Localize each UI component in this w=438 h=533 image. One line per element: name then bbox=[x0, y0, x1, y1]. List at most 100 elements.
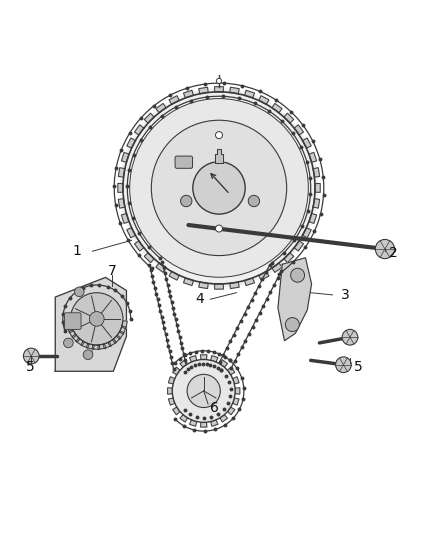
Polygon shape bbox=[313, 168, 320, 177]
Text: 7: 7 bbox=[108, 264, 117, 278]
Polygon shape bbox=[103, 342, 111, 349]
Polygon shape bbox=[121, 152, 129, 162]
Polygon shape bbox=[211, 420, 218, 426]
Polygon shape bbox=[278, 258, 311, 341]
Polygon shape bbox=[168, 377, 175, 384]
Polygon shape bbox=[72, 334, 80, 342]
Circle shape bbox=[375, 239, 395, 259]
Polygon shape bbox=[92, 345, 100, 349]
Polygon shape bbox=[201, 422, 207, 427]
Polygon shape bbox=[309, 152, 317, 162]
Polygon shape bbox=[199, 87, 208, 94]
Polygon shape bbox=[284, 253, 294, 263]
Polygon shape bbox=[180, 415, 187, 422]
Polygon shape bbox=[215, 87, 223, 92]
Polygon shape bbox=[134, 241, 144, 251]
Polygon shape bbox=[272, 263, 282, 272]
Circle shape bbox=[286, 318, 299, 332]
Text: 3: 3 bbox=[341, 288, 350, 302]
FancyBboxPatch shape bbox=[64, 313, 81, 329]
Polygon shape bbox=[190, 356, 197, 362]
Polygon shape bbox=[230, 282, 239, 288]
Polygon shape bbox=[173, 367, 180, 375]
Polygon shape bbox=[118, 168, 125, 177]
Polygon shape bbox=[294, 125, 304, 135]
Polygon shape bbox=[98, 344, 106, 350]
Polygon shape bbox=[303, 228, 311, 238]
Text: 4: 4 bbox=[195, 292, 204, 306]
Polygon shape bbox=[134, 125, 144, 135]
Polygon shape bbox=[121, 214, 129, 223]
Polygon shape bbox=[220, 360, 227, 367]
Circle shape bbox=[172, 359, 235, 422]
Polygon shape bbox=[313, 199, 320, 208]
Polygon shape bbox=[230, 87, 239, 94]
Polygon shape bbox=[169, 96, 179, 104]
Circle shape bbox=[64, 338, 73, 348]
Polygon shape bbox=[303, 138, 311, 148]
Polygon shape bbox=[227, 367, 235, 375]
Polygon shape bbox=[245, 90, 254, 98]
Circle shape bbox=[248, 195, 260, 207]
Polygon shape bbox=[118, 183, 123, 192]
Circle shape bbox=[71, 293, 123, 345]
Polygon shape bbox=[215, 149, 223, 163]
Polygon shape bbox=[199, 282, 208, 288]
Polygon shape bbox=[180, 360, 187, 367]
Text: 5: 5 bbox=[26, 360, 35, 374]
Polygon shape bbox=[309, 214, 317, 223]
Polygon shape bbox=[169, 271, 179, 280]
Text: 5: 5 bbox=[354, 360, 363, 374]
Polygon shape bbox=[227, 407, 235, 415]
Polygon shape bbox=[55, 277, 127, 372]
Polygon shape bbox=[81, 341, 89, 348]
Polygon shape bbox=[156, 103, 166, 113]
Polygon shape bbox=[127, 138, 135, 148]
Polygon shape bbox=[168, 387, 173, 394]
Polygon shape bbox=[156, 263, 166, 272]
Circle shape bbox=[83, 350, 93, 359]
Polygon shape bbox=[233, 398, 239, 405]
Circle shape bbox=[215, 225, 223, 232]
Circle shape bbox=[342, 329, 358, 345]
Circle shape bbox=[89, 312, 104, 326]
Polygon shape bbox=[201, 355, 207, 360]
Polygon shape bbox=[259, 271, 269, 280]
Polygon shape bbox=[144, 113, 154, 123]
Circle shape bbox=[215, 132, 223, 139]
Polygon shape bbox=[184, 278, 193, 286]
Circle shape bbox=[193, 161, 245, 214]
Circle shape bbox=[216, 78, 222, 84]
Circle shape bbox=[23, 348, 39, 364]
Polygon shape bbox=[173, 407, 180, 415]
Circle shape bbox=[187, 374, 220, 408]
Polygon shape bbox=[315, 183, 320, 192]
Polygon shape bbox=[113, 335, 120, 343]
Polygon shape bbox=[122, 321, 127, 329]
Polygon shape bbox=[259, 96, 269, 104]
Text: 6: 6 bbox=[210, 401, 219, 415]
Polygon shape bbox=[168, 398, 175, 405]
Polygon shape bbox=[118, 199, 125, 208]
Circle shape bbox=[336, 357, 351, 373]
Polygon shape bbox=[211, 356, 218, 362]
Polygon shape bbox=[184, 90, 193, 98]
Text: 2: 2 bbox=[389, 246, 398, 261]
Polygon shape bbox=[284, 113, 294, 123]
Polygon shape bbox=[127, 228, 135, 238]
Polygon shape bbox=[294, 241, 304, 251]
Circle shape bbox=[120, 88, 318, 287]
Polygon shape bbox=[245, 278, 254, 286]
Circle shape bbox=[130, 99, 308, 277]
Polygon shape bbox=[215, 284, 223, 289]
Text: 1: 1 bbox=[73, 244, 81, 258]
Polygon shape bbox=[108, 339, 117, 346]
Polygon shape bbox=[69, 329, 76, 338]
Circle shape bbox=[290, 268, 304, 282]
Polygon shape bbox=[233, 377, 239, 384]
Polygon shape bbox=[86, 343, 94, 349]
Circle shape bbox=[74, 287, 84, 297]
Circle shape bbox=[151, 120, 287, 256]
Polygon shape bbox=[76, 338, 84, 346]
Polygon shape bbox=[144, 253, 154, 263]
